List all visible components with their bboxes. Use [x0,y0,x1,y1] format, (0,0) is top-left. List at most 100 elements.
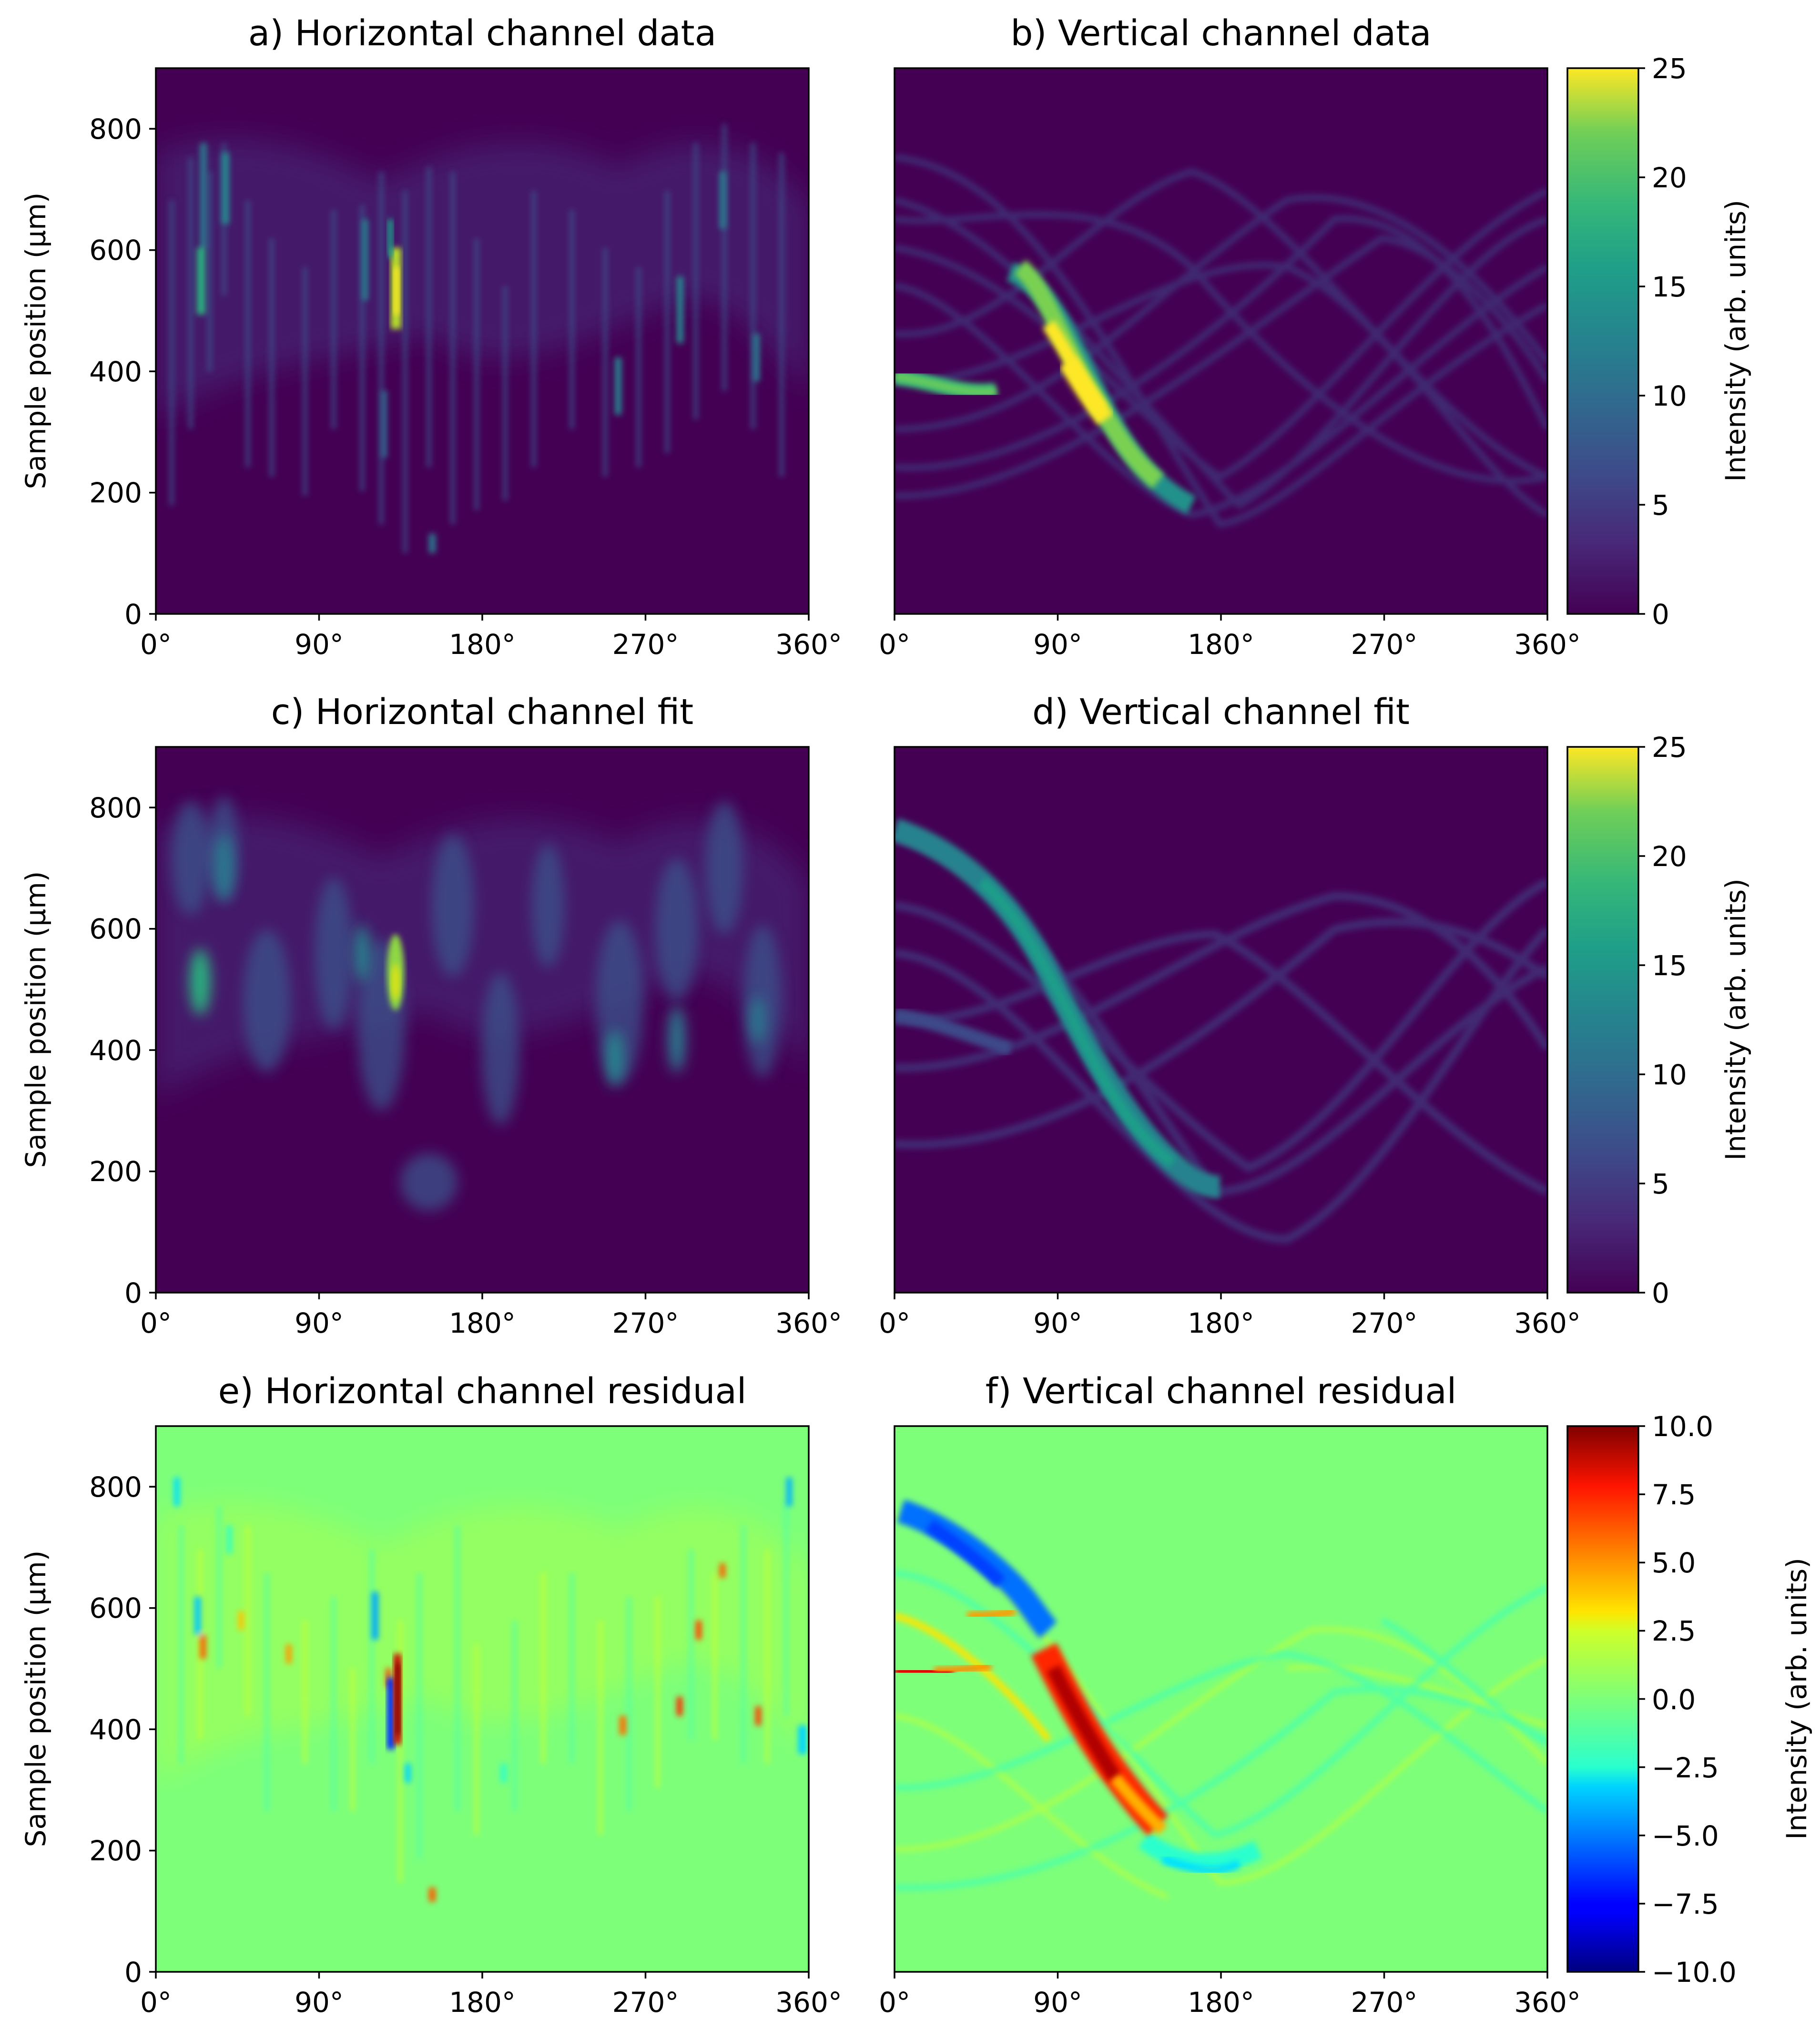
colorbar-b-tick-0: 0 [1652,598,1669,631]
panel-a-ytick-800: 800 [89,113,142,145]
panel-f-xtick-360: 360° [1514,1986,1581,2019]
colorbar-f-tick-2.5: 2.5 [1652,1615,1696,1647]
colorbar-b-tick-10: 10 [1652,380,1687,412]
panel-e-x-ticks: 0° 90° 180° 270° 360° [140,1972,842,2019]
panel-c-ylabel: Sample position (µm) [20,871,52,1168]
panel-e-ytick-400: 400 [89,1714,142,1746]
panel-c-ytick-400: 400 [89,1034,142,1067]
panel-a-xtick-360: 360° [775,628,842,661]
panel-b-heatmap-texture [895,154,1547,528]
panel-b-xtick-0: 0° [879,628,910,661]
panel-c-xtick-270: 270° [612,1307,679,1339]
panel-d-title: d) Vertical channel fit [1032,692,1410,733]
panel-e-negative-peak [387,1678,395,1749]
panel-f-heatmap-texture [895,1499,1547,1899]
panel-c-title: c) Horizontal channel fit [271,692,693,733]
colorbar-d: 0 5 10 15 20 25 Intensity (arb. units) [1566,731,1752,1309]
colorbar-d-label: Intensity (arb. units) [1719,878,1752,1161]
panel-d-heatmap-texture [895,818,1547,1244]
panel-d-xtick-0: 0° [879,1307,910,1339]
panel-c-ytick-200: 200 [89,1155,142,1188]
panel-c-y-ticks: 0 200 400 600 800 [89,792,156,1309]
colorbar-d-tick-5: 5 [1652,1168,1669,1200]
colorbar-b-gradient [1566,67,1639,615]
colorbar-b-tick-5: 5 [1652,489,1669,521]
panel-a-ytick-400: 400 [89,356,142,388]
panel-e-xtick-180: 180° [449,1986,516,2019]
panel-f-xtick-180: 180° [1188,1986,1254,2019]
colorbar-b-tick-20: 20 [1652,162,1687,194]
colorbar-f-tick-m10: −10.0 [1652,1956,1737,1989]
panel-c-xtick-0: 0° [140,1307,172,1339]
panel-b-x-ticks: 0° 90° 180° 270° 360° [879,614,1581,661]
panel-b-xtick-270: 270° [1351,628,1418,661]
panel-d-xtick-360: 360° [1514,1307,1581,1339]
colorbar-f-tick-7.5: 7.5 [1652,1479,1696,1511]
panel-a-xtick-0: 0° [140,628,172,661]
colorbar-b-tick-25: 25 [1652,52,1687,85]
colorbar-f-tick-10: 10.0 [1652,1410,1713,1443]
colorbar-d-tick-0: 0 [1652,1277,1669,1309]
colorbar-f: −10.0 −7.5 −5.0 −2.5 0.0 2.5 5.0 7.5 10.… [1566,1410,1813,1989]
panel-c-ytick-0: 0 [124,1277,142,1309]
panel-f-title: f) Vertical channel residual [986,1371,1457,1412]
panel-c-xtick-360: 360° [775,1307,842,1339]
panel-a-ytick-0: 0 [124,598,142,631]
panel-a-y-ticks: 0 200 400 600 800 [89,113,156,631]
colorbar-f-tick-m7.5: −7.5 [1652,1888,1719,1920]
colorbar-d-tick-25: 25 [1652,731,1687,764]
panel-e-xtick-90: 90° [295,1986,344,2019]
panel-e-xtick-0: 0° [140,1986,172,2019]
colorbar-b-label: Intensity (arb. units) [1719,200,1752,482]
colorbar-f-tick-m5: −5.0 [1652,1820,1719,1852]
panel-a-heatmap-texture [156,124,809,553]
panel-e-title: e) Horizontal channel residual [218,1371,747,1412]
panel-e-xtick-360: 360° [775,1986,842,2019]
panel-a-title: a) Horizontal channel data [248,13,716,54]
colorbar-d-gradient [1566,746,1639,1294]
panel-b-title: b) Vertical channel data [1011,13,1432,54]
panel-d-xtick-270: 270° [1351,1307,1418,1339]
panel-d-xtick-180: 180° [1188,1307,1254,1339]
panel-e-y-ticks: 0 200 400 600 800 [89,1471,156,1989]
panel-d-xtick-90: 90° [1033,1307,1082,1339]
colorbar-f-tick-0: 0.0 [1652,1683,1696,1716]
colorbar-f-gradient [1566,1425,1639,1973]
colorbar-b-tick-15: 15 [1652,271,1687,303]
panel-c: c) Horizontal channel fit [20,692,842,1339]
panel-e: e) Horizontal channel residual [20,1371,842,2019]
panel-c-xtick-180: 180° [449,1307,516,1339]
panel-f: f) Vertical channel residual [879,1371,1813,2019]
panel-f-xtick-90: 90° [1033,1986,1082,2019]
panel-d-x-ticks: 0° 90° 180° 270° 360° [879,1293,1581,1339]
panel-a-xtick-270: 270° [612,628,679,661]
panel-a-ylabel: Sample position (µm) [20,193,52,490]
colorbar-d-tick-10: 10 [1652,1059,1687,1091]
panel-c-ytick-600: 600 [89,913,142,945]
colorbar-f-label: Intensity (arb. units) [1780,1558,1813,1840]
panel-a-ytick-600: 600 [89,234,142,266]
panel-f-xtick-0: 0° [879,1986,910,2019]
colorbar-f-tick-5: 5.0 [1652,1547,1696,1579]
panel-b-xtick-180: 180° [1188,628,1254,661]
panel-f-xtick-270: 270° [1351,1986,1418,2019]
colorbar-d-tick-15: 15 [1652,949,1687,982]
panel-a-x-ticks: 0° 90° 180° 270° 360° [140,614,842,661]
panel-a: a) Horizontal channel data [20,13,842,661]
panel-c-ytick-800: 800 [89,792,142,824]
panel-a-xtick-90: 90° [295,628,344,661]
panel-e-ylabel: Sample position (µm) [20,1550,52,1847]
panel-c-heatmap-texture [156,796,809,1211]
panel-e-ytick-0: 0 [124,1956,142,1989]
panel-b-xtick-360: 360° [1514,628,1581,661]
panel-e-ytick-200: 200 [89,1835,142,1867]
panel-e-xtick-270: 270° [612,1986,679,2019]
panel-e-heatmap-texture [156,1478,809,1902]
panel-a-ytick-200: 200 [89,477,142,509]
panel-a-xtick-180: 180° [449,628,516,661]
panel-c-xtick-90: 90° [295,1307,344,1339]
panel-e-ytick-800: 800 [89,1471,142,1503]
colorbar-d-tick-20: 20 [1652,840,1687,873]
panel-d: d) Vertical channel fit 0° 90° 18 [879,692,1752,1339]
